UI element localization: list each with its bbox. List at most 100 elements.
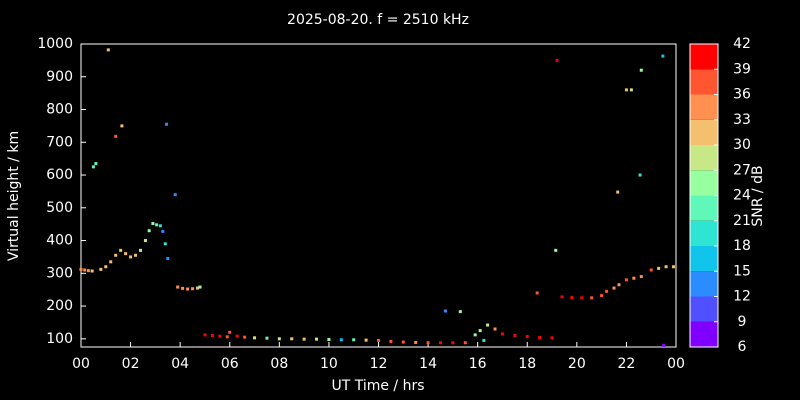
point (139, 248, 142, 252)
point (473, 333, 477, 337)
point (120, 124, 124, 128)
point (277, 337, 281, 341)
colorbar-band (690, 119, 718, 145)
point (657, 266, 661, 270)
colorbar-tick-label: 18 (733, 238, 751, 254)
point (662, 343, 666, 347)
point (438, 341, 442, 345)
point (265, 336, 269, 340)
point (638, 173, 642, 177)
point (664, 265, 668, 269)
point (458, 310, 462, 314)
point (513, 334, 517, 338)
point (151, 222, 155, 226)
point (114, 134, 118, 138)
colorbar-band (690, 220, 718, 246)
y-tick-label: 800 (46, 102, 73, 118)
y-tick-label: 200 (46, 298, 73, 314)
x-tick-label: 14 (419, 356, 437, 372)
point (414, 340, 418, 344)
colorbar-band (690, 44, 718, 70)
point (243, 335, 247, 339)
point (196, 286, 200, 290)
point (570, 296, 574, 300)
colorbar-tick-label: 36 (733, 87, 751, 103)
colorbar-tick-label: 12 (733, 289, 751, 305)
point (616, 190, 620, 194)
colorbar-band (690, 195, 718, 221)
point (364, 338, 368, 342)
point (228, 330, 232, 334)
point (158, 224, 162, 228)
colorbar-band (690, 321, 718, 347)
point (605, 289, 609, 293)
colorbar-tick-label: 30 (733, 137, 751, 153)
point (203, 333, 207, 337)
x-tick-label: 10 (320, 356, 338, 372)
colorbar-band (690, 145, 718, 171)
point (624, 88, 628, 92)
point (555, 58, 559, 62)
point (535, 291, 539, 295)
colorbar-band (690, 296, 718, 322)
y-axis-label: Virtual height / km (6, 131, 22, 261)
point (554, 248, 558, 252)
point (163, 242, 167, 246)
point (339, 338, 343, 342)
x-tick-label: 00 (72, 356, 90, 372)
point (629, 88, 633, 92)
x-tick-label: 12 (370, 356, 388, 372)
point (165, 122, 169, 126)
point (560, 295, 564, 299)
point (600, 294, 604, 298)
point (624, 278, 628, 282)
point (478, 329, 482, 333)
point (225, 335, 229, 339)
point (639, 275, 643, 279)
x-tick-label: 22 (618, 356, 636, 372)
point (426, 341, 430, 345)
colorbar-band (690, 94, 718, 120)
x-tick-label: 20 (568, 356, 586, 372)
colorbar-tick-label: 15 (733, 263, 751, 279)
y-tick-label: 400 (46, 233, 73, 249)
point (181, 286, 185, 290)
point (155, 223, 159, 227)
colorbar-tick-label: 21 (733, 213, 751, 229)
x-tick-label: 08 (270, 356, 288, 372)
point (661, 54, 665, 58)
colorbar-tick-label: 24 (733, 188, 751, 204)
y-tick-label: 700 (46, 134, 73, 150)
point (86, 269, 90, 273)
point (210, 334, 214, 338)
point (649, 268, 653, 272)
point (99, 267, 103, 271)
colorbar-tick-label: 39 (733, 61, 751, 77)
point (106, 48, 110, 52)
y-tick-label: 900 (46, 69, 73, 85)
point (486, 323, 490, 327)
point (352, 338, 356, 342)
point (147, 229, 151, 233)
point (538, 336, 542, 340)
y-tick-label: 600 (46, 167, 73, 183)
colorbar-band (690, 170, 718, 196)
point (639, 68, 643, 72)
point (389, 339, 393, 343)
x-axis-label: UT Time / hrs (331, 378, 424, 394)
point (290, 337, 294, 341)
point (580, 296, 584, 300)
point (525, 335, 529, 339)
point (482, 338, 486, 342)
chart-title: 2025-08-20. f = 2510 kHz (287, 12, 469, 28)
point (401, 340, 405, 344)
point (119, 248, 123, 252)
colorbar-tick-label: 6 (738, 339, 747, 355)
point (672, 265, 676, 269)
point (218, 334, 222, 338)
y-tick-label: 1000 (37, 36, 73, 52)
x-tick-label: 00 (667, 356, 685, 372)
point (173, 193, 177, 197)
point (91, 165, 95, 169)
